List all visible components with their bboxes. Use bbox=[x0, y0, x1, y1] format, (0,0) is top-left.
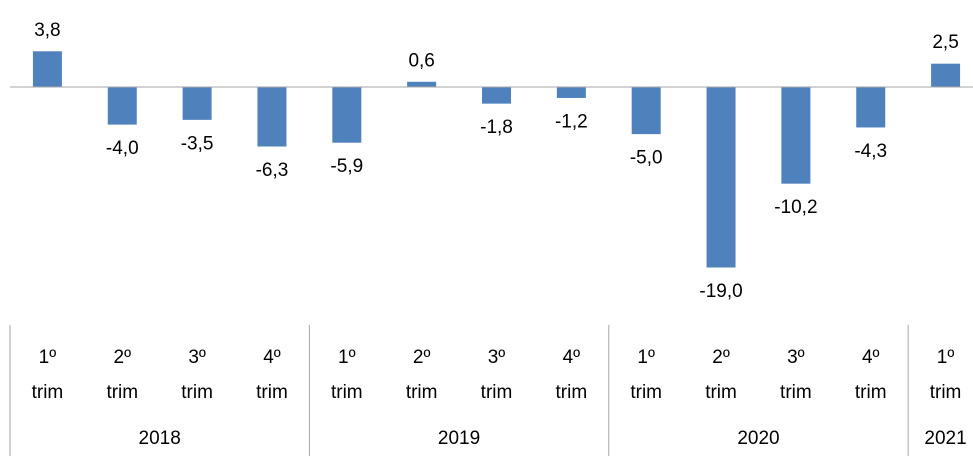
data-label: -5,0 bbox=[630, 148, 663, 169]
x-tick-label: 4º trim bbox=[256, 347, 288, 403]
bar bbox=[780, 86, 812, 185]
x-tick-label: 3º trim bbox=[181, 347, 213, 403]
data-label: -6,3 bbox=[256, 160, 289, 181]
group-label: 2020 bbox=[737, 428, 780, 449]
group-label: 2021 bbox=[924, 428, 967, 449]
x-tick-label: 4º trim bbox=[555, 347, 588, 403]
bar bbox=[481, 86, 512, 105]
data-label: -10,2 bbox=[774, 197, 817, 218]
bar bbox=[630, 86, 662, 136]
data-label: -1,8 bbox=[480, 117, 513, 138]
x-tick-label: 1º trim bbox=[31, 347, 64, 403]
data-label: -4,3 bbox=[854, 141, 887, 162]
data-label: -3,5 bbox=[181, 133, 214, 154]
bar bbox=[406, 80, 438, 88]
data-label: 0,6 bbox=[408, 50, 434, 71]
x-tick-label: 3º trim bbox=[780, 347, 812, 403]
x-tick-label: 2º trim bbox=[405, 347, 438, 403]
group-label: 2018 bbox=[138, 428, 181, 449]
x-tick-label: 1º trim bbox=[330, 347, 363, 403]
x-tick-label: 2º trim bbox=[106, 347, 139, 403]
bar bbox=[331, 86, 363, 144]
bar bbox=[106, 86, 138, 126]
bar bbox=[855, 86, 887, 129]
bar bbox=[256, 86, 288, 148]
bar bbox=[930, 62, 962, 88]
data-label: 2,5 bbox=[932, 32, 958, 53]
bar bbox=[705, 86, 737, 269]
x-tick-label: 4º trim bbox=[854, 347, 887, 403]
data-label: -19,0 bbox=[699, 281, 742, 302]
data-label: -1,2 bbox=[555, 111, 588, 132]
x-tick-label: 1º trim bbox=[630, 347, 663, 403]
group-label: 2019 bbox=[437, 428, 481, 449]
x-tick-label: 3º trim bbox=[480, 347, 513, 403]
bar bbox=[31, 50, 63, 88]
data-label: 3,8 bbox=[34, 20, 60, 41]
bar bbox=[555, 86, 587, 99]
x-tick-label: 1º trim bbox=[929, 347, 962, 403]
bar bbox=[181, 86, 213, 121]
data-label: -4,0 bbox=[106, 138, 139, 159]
data-label: -5,9 bbox=[330, 156, 363, 177]
x-tick-label: 2º trim bbox=[705, 347, 737, 403]
